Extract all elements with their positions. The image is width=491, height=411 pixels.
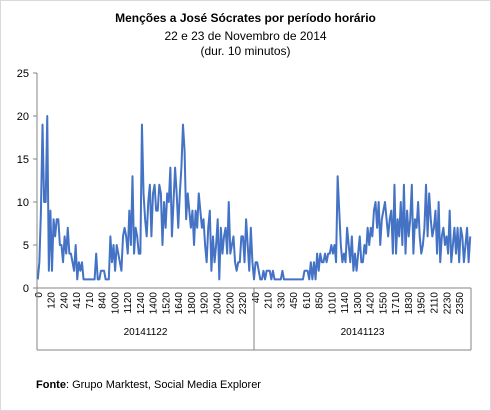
x-tick-label: 210: [264, 292, 275, 309]
x-tick-label: 1000: [110, 292, 121, 315]
y-tick-label: 25: [17, 68, 29, 80]
x-tick-label: 850: [315, 292, 326, 309]
x-tick-label: 1800: [187, 292, 198, 315]
x-tick-label: 2230: [442, 292, 453, 315]
marks: [36, 115, 472, 281]
y-tick-label: 20: [17, 111, 29, 123]
chart-subtitle-duration: (dur. 10 minutos): [200, 44, 291, 58]
chart-subtitle-date: 22 e 23 de Novembro de 2014: [164, 29, 327, 43]
x-tick-label: 1710: [391, 292, 402, 315]
x-tick-label: 2200: [225, 292, 236, 315]
x-tick-label: 1400: [149, 292, 160, 315]
y-tick-label: 5: [23, 240, 29, 252]
x-tick-label: 840: [98, 292, 109, 309]
y-tick-label: 15: [17, 154, 29, 166]
x-tick-label: 0: [34, 292, 45, 298]
source-footnote: Fonte: Grupo Marktest, Social Media Expl…: [36, 379, 261, 391]
x-tick-label: 2110: [429, 292, 440, 314]
x-tick-label: 330: [276, 292, 287, 309]
x-tick-label: 1920: [200, 292, 211, 315]
x-tick-label: 710: [85, 292, 96, 309]
chart-title: Menções a José Sócrates por período horá…: [115, 11, 376, 25]
x-tick-label: 1640: [174, 292, 185, 315]
x-tick-label: 1950: [417, 292, 428, 315]
y-tick-label: 0: [23, 283, 29, 295]
x-tick-label: 1240: [136, 292, 147, 315]
x-tick-label: 610: [302, 292, 313, 309]
series-line: [36, 115, 472, 281]
x-tick-label: 1420: [366, 292, 377, 315]
x-tick-label: 2320: [238, 292, 249, 315]
y-tick-label: 10: [17, 197, 29, 209]
x-tick-label: 1520: [161, 292, 172, 315]
x-tick-label: 2350: [455, 292, 466, 315]
x-tick-label: 1300: [353, 292, 364, 315]
source-text: : Grupo Marktest, Social Media Explorer: [65, 379, 261, 391]
x-tick-label: 240: [59, 292, 70, 309]
x-tick-label: 120: [47, 292, 58, 309]
x-tick-label: 1140: [340, 292, 351, 314]
x-group-label: 20141122: [124, 327, 168, 338]
x-tick-label: 1550: [378, 292, 389, 315]
x-tick-label: 450: [289, 292, 300, 309]
source-label: Fonte: [36, 379, 66, 391]
x-tick-label: 410: [72, 292, 83, 309]
x-tick-label: 1010: [327, 292, 338, 315]
x-tick-label: 1120: [123, 292, 134, 314]
x-group-label: 20141123: [341, 327, 385, 338]
x-tick-label: 40: [251, 292, 262, 304]
x-tick-label: 1830: [404, 292, 415, 315]
x-tick-label: 2040: [212, 292, 223, 315]
